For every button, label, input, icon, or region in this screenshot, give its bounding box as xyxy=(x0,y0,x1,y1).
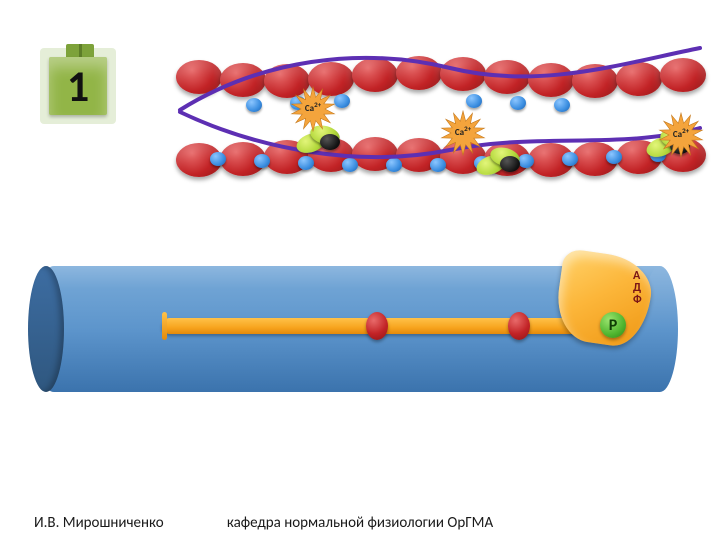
calcium-label: Ca2+ xyxy=(658,126,704,140)
phosphate-label: P xyxy=(609,316,618,335)
calcium-ion: Ca2+ xyxy=(440,110,486,156)
adp-label: А Д Ф xyxy=(633,270,642,306)
phosphate-circle: P xyxy=(600,312,626,338)
myosin-arm-joint xyxy=(508,312,530,340)
calcium-label: Ca2+ xyxy=(440,124,486,138)
calcium-layer: Ca2+ Ca2+ Ca2+ xyxy=(0,0,720,200)
adp-letter-3: Ф xyxy=(633,294,642,306)
calcium-label: Ca2+ xyxy=(290,100,336,114)
footer-department: кафедра нормальной физиологии ОрГМА xyxy=(0,514,720,532)
myosin-cap-left xyxy=(28,266,64,392)
calcium-ion: Ca2+ xyxy=(658,112,704,158)
myosin-arm-joint xyxy=(366,312,388,340)
calcium-ion: Ca2+ xyxy=(290,86,336,132)
